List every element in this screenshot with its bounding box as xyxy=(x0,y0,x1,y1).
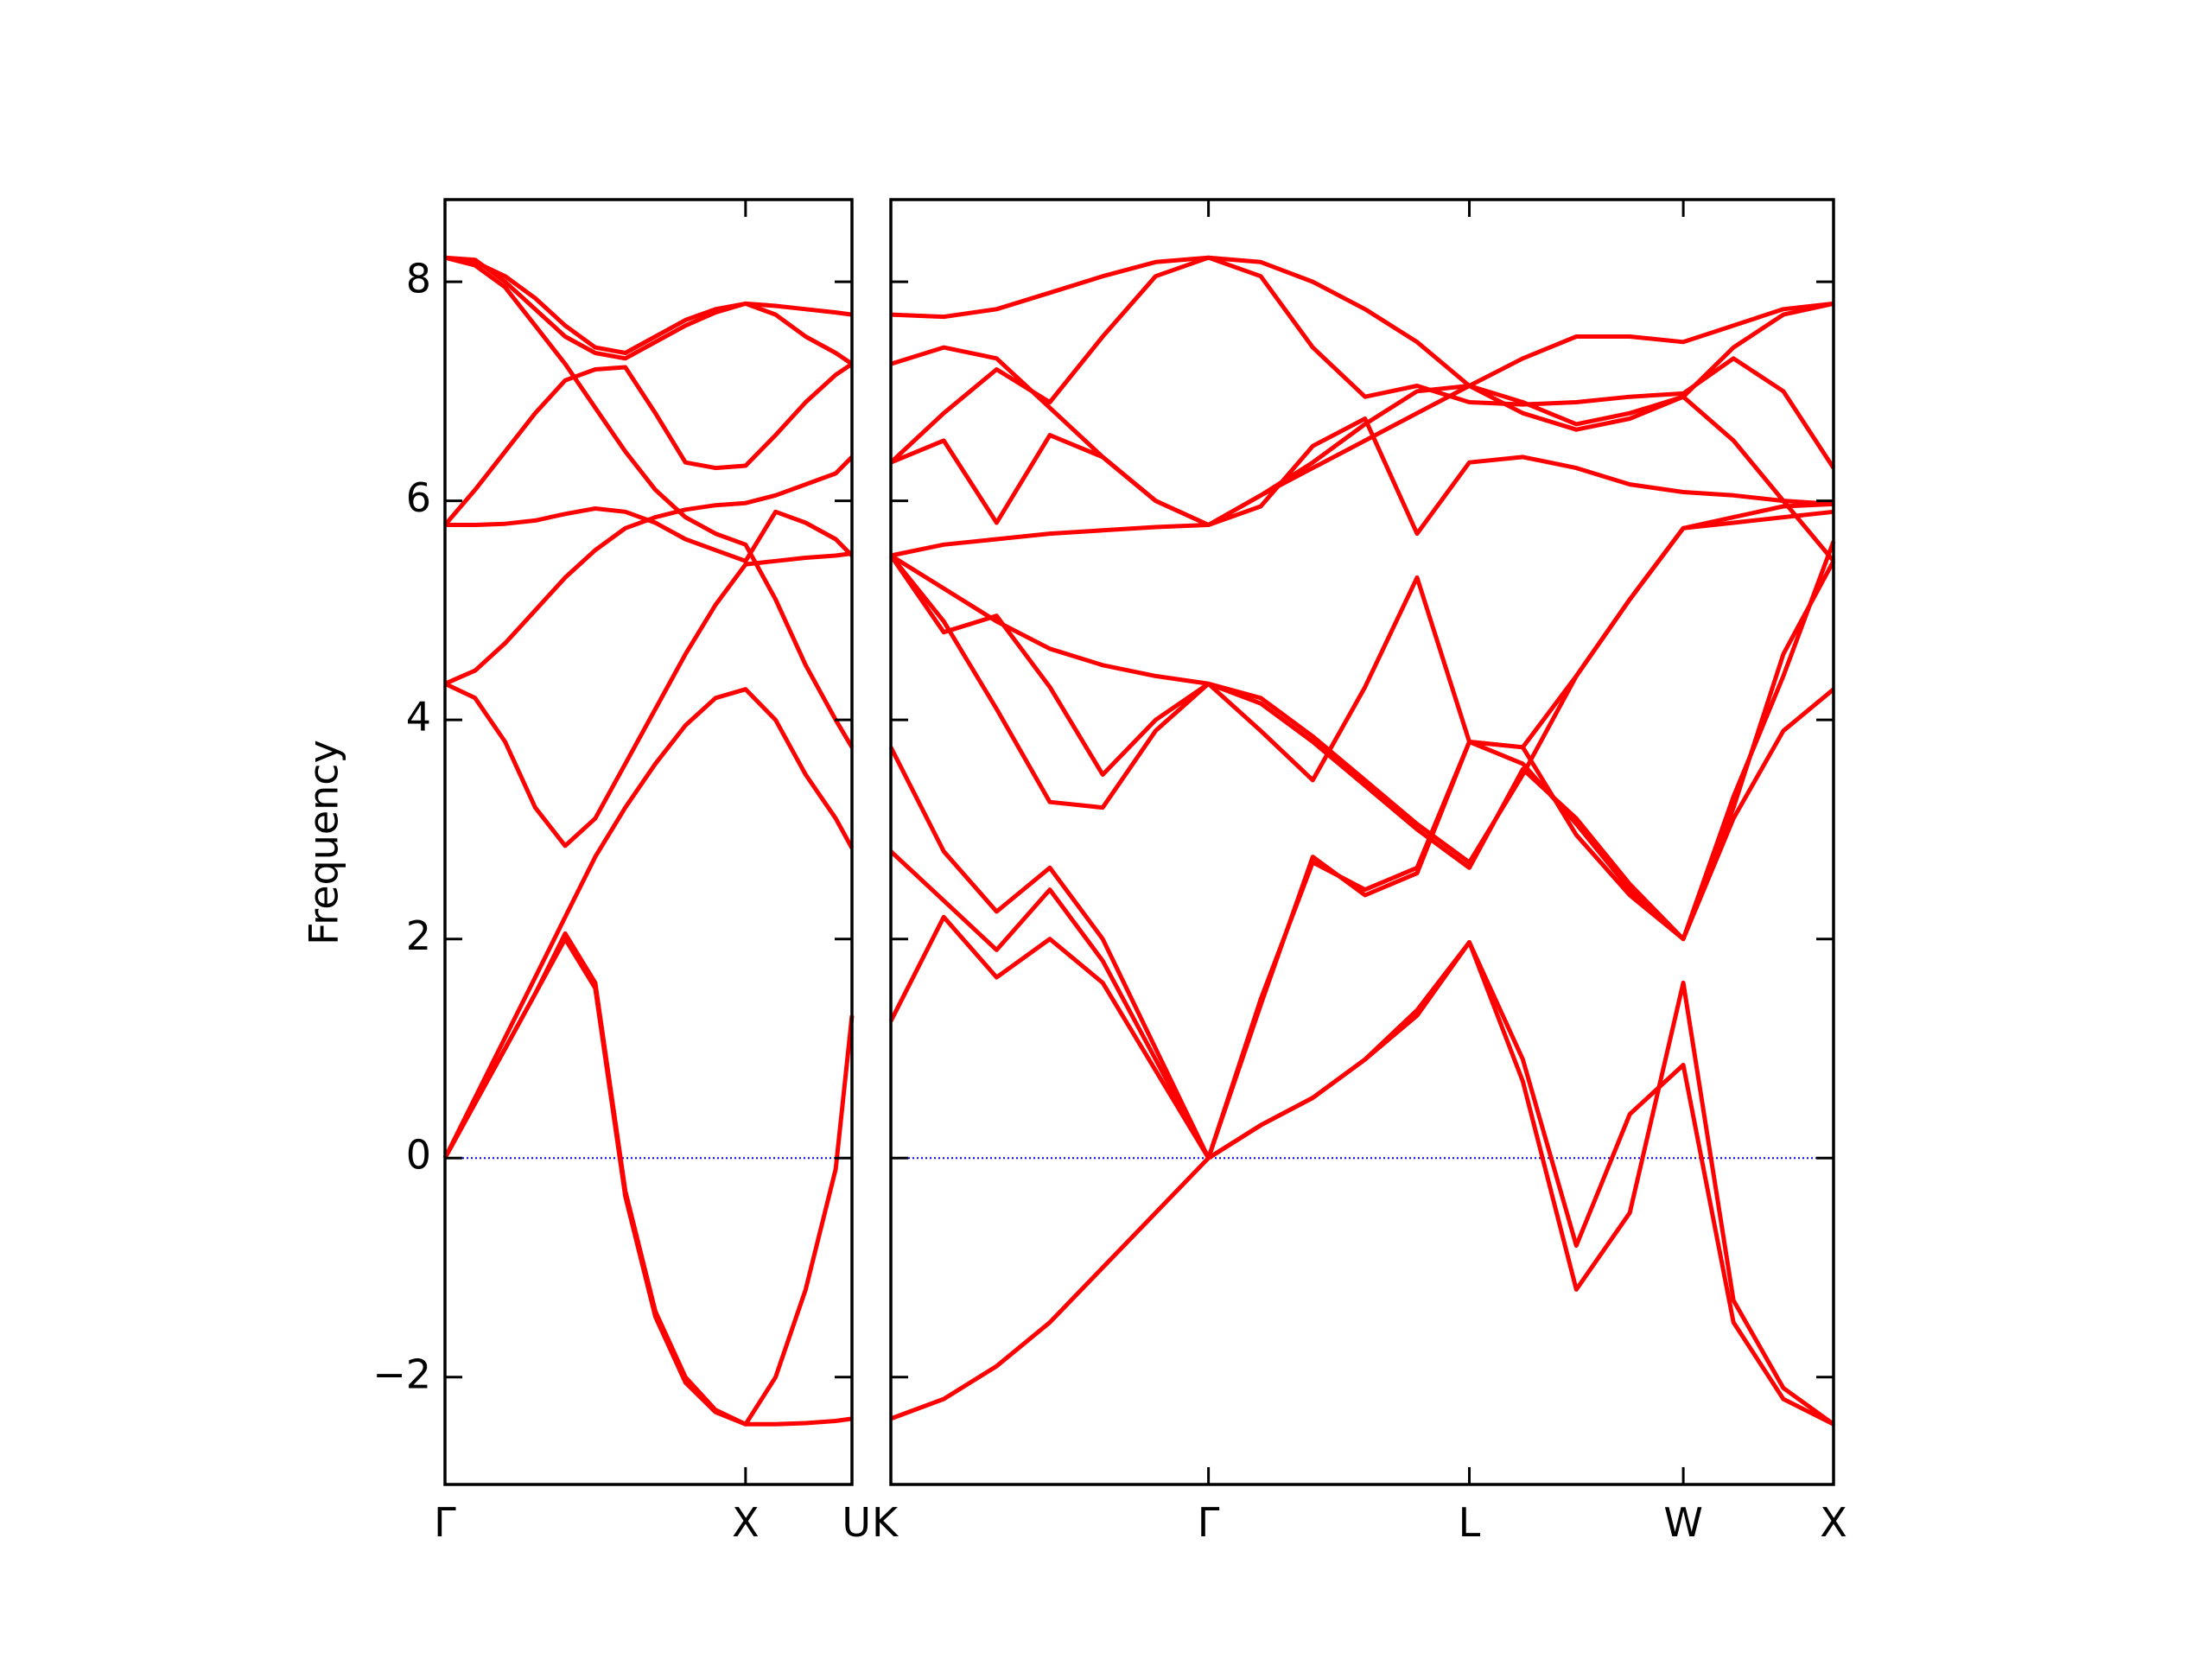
band-line xyxy=(889,255,1836,469)
band-line xyxy=(888,914,1835,1427)
x-tick-label: Γ xyxy=(434,1499,456,1546)
band-line xyxy=(890,416,1834,558)
band-line xyxy=(889,687,1835,1160)
band-line xyxy=(443,362,854,527)
band-line xyxy=(443,551,853,849)
x-tick-label: X xyxy=(1820,1499,1847,1546)
band-line xyxy=(890,255,1834,388)
band-line xyxy=(890,301,1834,527)
plot-frame xyxy=(889,198,1835,1486)
y-tick-label: −2 xyxy=(372,1351,431,1397)
y-tick-label: 2 xyxy=(406,912,431,959)
band-line xyxy=(442,687,855,1160)
x-tick-label: W xyxy=(1663,1499,1702,1546)
band-line xyxy=(889,501,1834,810)
band-line xyxy=(443,455,854,686)
x-tick-label: L xyxy=(1459,1499,1481,1546)
y-tick-label: 8 xyxy=(406,256,431,302)
y-axis-label: Frequency xyxy=(301,740,347,945)
y-tick-label: 6 xyxy=(406,474,431,521)
x-tick-label: U xyxy=(842,1499,871,1546)
y-tick-label: 0 xyxy=(406,1132,431,1179)
band-line xyxy=(442,931,853,1427)
band-line xyxy=(442,937,855,1427)
x-tick-label: K xyxy=(872,1499,899,1546)
band-line xyxy=(444,255,854,366)
band-line xyxy=(890,940,1835,1427)
band-line xyxy=(445,506,854,563)
band-line xyxy=(444,255,853,355)
band-line xyxy=(889,509,1834,865)
band-line xyxy=(444,255,855,749)
y-tick-label: 4 xyxy=(406,694,431,741)
band-line xyxy=(888,540,1836,942)
band-line xyxy=(888,560,1836,1160)
plot-frame xyxy=(443,198,854,1486)
x-tick-label: Γ xyxy=(1198,1499,1220,1546)
x-tick-label: X xyxy=(732,1499,760,1546)
